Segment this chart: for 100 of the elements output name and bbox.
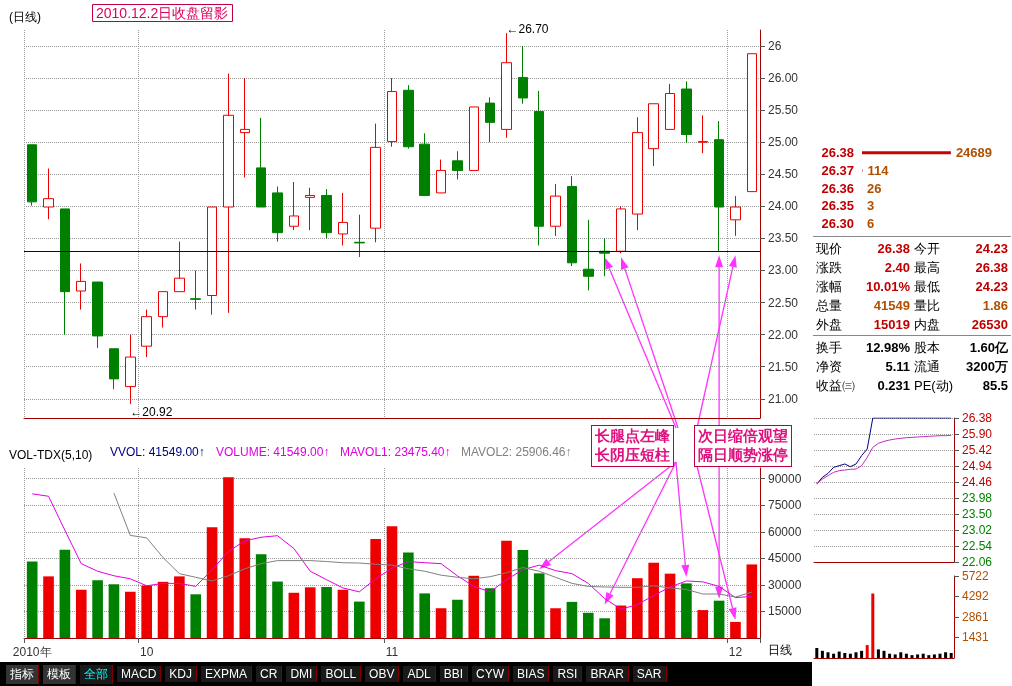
text: VOLUME: 41549.00↑ (216, 445, 330, 459)
bar (815, 647, 819, 658)
text: 26530 (970, 316, 1008, 334)
candlestick (648, 103, 659, 167)
bar (26, 561, 38, 638)
chart-title: 2010.12.2日收盘留影 (96, 5, 229, 21)
candlestick (469, 106, 479, 171)
bar (893, 654, 897, 658)
bar (648, 562, 659, 638)
bar (860, 650, 864, 658)
bar (550, 608, 561, 638)
bar (927, 655, 931, 658)
x-tick-label: 12 (728, 645, 743, 659)
y-tick-label: 24.50 (768, 167, 799, 182)
candlestick (60, 208, 70, 336)
text: 26.38 (974, 259, 1008, 277)
text: SAR (632, 666, 667, 682)
text: 26.38 (876, 240, 910, 258)
text: 长腿点左峰 (595, 427, 670, 446)
text: RSI (553, 666, 583, 682)
text: 24.23 (974, 278, 1008, 296)
y-tick-label: 4292 (962, 589, 990, 604)
bar (820, 650, 824, 658)
bar (206, 527, 218, 638)
candlestick (616, 205, 626, 254)
bar (949, 652, 953, 658)
candlestick (403, 84, 414, 150)
chart-title: VOL-TDX(5,10) (9, 448, 93, 462)
text: 收益㈢ (816, 377, 855, 395)
bar (566, 601, 578, 638)
candlestick (681, 80, 692, 144)
candlestick (207, 206, 217, 316)
candlestick (272, 185, 283, 243)
y-tick-label: 45000 (768, 551, 802, 566)
text: KDJ (165, 666, 198, 682)
candlestick (534, 90, 544, 246)
y-tick-label: 23.02 (962, 523, 993, 537)
y-tick-label: 22.54 (962, 539, 993, 553)
bar (92, 580, 103, 638)
candlestick (485, 96, 495, 143)
bar (174, 576, 185, 638)
bar (910, 655, 914, 658)
candlestick (665, 83, 675, 130)
y-tick-label: 25.50 (768, 103, 799, 118)
y-tick-label: 22.50 (768, 295, 799, 310)
y-tick-label: 25.90 (962, 427, 993, 441)
bar (239, 538, 251, 638)
text: 股本 (914, 339, 941, 357)
candlestick (92, 281, 103, 349)
y-tick-label: 26.38 (962, 411, 993, 425)
text: 模板 (43, 664, 76, 684)
y-tick-label: 15000 (768, 604, 802, 619)
bar (697, 610, 709, 638)
y-tick-label: 21.00 (768, 391, 799, 406)
candlestick (305, 187, 315, 231)
data-label: 3 (867, 198, 875, 214)
bar (876, 649, 880, 658)
bar (843, 652, 847, 658)
candlestick (452, 150, 463, 180)
candlestick (632, 116, 643, 231)
text: 1.86 (981, 297, 1008, 315)
text: 流通 (914, 358, 941, 376)
y-tick-label: 26.35 (821, 198, 854, 214)
text: 净资 (816, 358, 843, 376)
y-tick-label: 24.46 (962, 475, 993, 489)
text: 长阴压短柱 (595, 446, 670, 465)
bar (304, 587, 316, 638)
y-tick-label: 25.42 (962, 443, 993, 457)
y-tick-label: 26.36 (821, 180, 854, 196)
candlestick (436, 159, 446, 194)
bar (826, 652, 830, 658)
y-tick-label: 26.38 (821, 145, 854, 161)
annotation: ←20.92 (130, 404, 173, 419)
candlestick (714, 120, 724, 252)
candlestick (109, 348, 119, 390)
candlestick (419, 132, 430, 197)
line-series (31, 493, 753, 610)
y-tick-label: 23.50 (768, 231, 799, 246)
chart-subtitle: (日线) (9, 10, 41, 24)
bar (632, 578, 643, 638)
y-tick-label: 24.94 (962, 459, 993, 473)
bar (353, 601, 365, 638)
candlestick (583, 219, 594, 291)
annotation: ←26.70 (506, 22, 549, 37)
text: 换手 (816, 339, 843, 357)
bar (681, 583, 692, 638)
y-tick-label: 21.50 (768, 359, 799, 374)
text: BBI (439, 666, 469, 682)
bar (272, 581, 283, 638)
text: PE(动) (914, 377, 953, 395)
text: 日线 (768, 643, 792, 657)
data-label: 24689 (955, 145, 993, 161)
candlestick (354, 214, 365, 258)
bar (664, 573, 676, 638)
text: 3200万 (965, 358, 1008, 376)
bar (899, 652, 903, 658)
bar (288, 592, 300, 638)
data-label: 26 (867, 180, 882, 196)
text: BIAS (513, 666, 550, 682)
bar (157, 581, 169, 638)
